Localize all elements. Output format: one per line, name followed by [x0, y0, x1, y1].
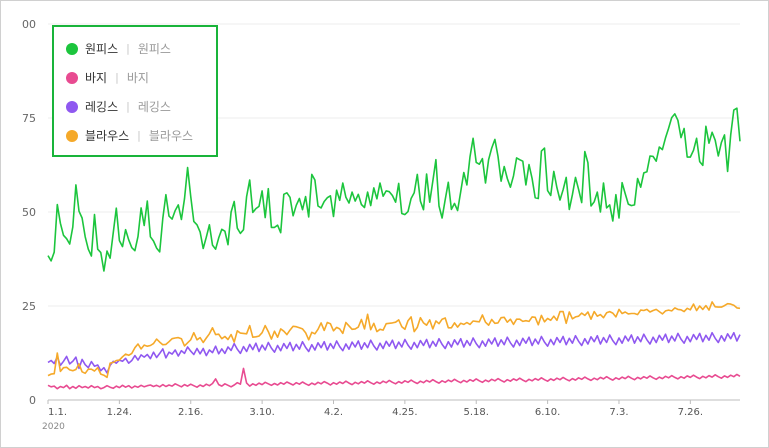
legend-item-blouse[interactable]: 블라우스 | 블라우스	[66, 121, 216, 150]
y-axis: 00 75 50 25 0	[22, 18, 36, 407]
series-lines	[47, 107, 741, 390]
legend: 원피스 | 원피스 바지 | 바지 레깅스 | 레깅스 블라우스 | 블라우스	[52, 25, 218, 157]
x-tick-label: 5.18.	[464, 407, 489, 418]
legend-label: 바지	[85, 71, 108, 85]
legend-label: 원피스	[85, 42, 119, 56]
series-color-dot	[66, 100, 78, 113]
legend-sublabel: 블라우스	[148, 129, 194, 143]
legend-sublabel: 원피스	[137, 42, 171, 56]
x-tick-label: 3.10.	[249, 407, 274, 418]
x-tick-label: 7.26.	[678, 407, 703, 418]
series-line-3	[47, 301, 741, 379]
legend-separator: |	[115, 71, 119, 84]
x-tick-label: 2.16.	[178, 407, 203, 418]
series-color-dot	[66, 71, 78, 84]
legend-separator: |	[126, 100, 130, 113]
legend-separator: |	[137, 129, 141, 142]
series-color-dot	[66, 129, 78, 142]
x-tick-label: 1.1.	[48, 407, 67, 418]
legend-label: 레깅스	[85, 100, 119, 114]
x-tick-label: 6.10.	[535, 407, 560, 418]
y-tick-label: 0	[29, 394, 36, 407]
y-tick-label: 25	[22, 300, 36, 313]
y-tick-label: 00	[22, 18, 36, 31]
series-line-1	[47, 367, 741, 390]
series-line-0	[47, 107, 741, 272]
legend-sublabel: 바지	[126, 71, 149, 85]
legend-item-pants[interactable]: 바지 | 바지	[66, 63, 216, 92]
y-tick-label: 75	[22, 112, 36, 125]
x-axis: 1.1. 1.24. 2.16. 3.10. 4.2. 4.25. 5.18. 6.10. 7.…	[42, 400, 703, 432]
x-tick-label: 4.25.	[392, 407, 417, 418]
series-color-dot	[66, 42, 78, 55]
legend-label: 블라우스	[85, 129, 130, 143]
x-year-label: 2020	[42, 422, 65, 432]
series-line-2	[47, 331, 741, 374]
x-tick-label: 1.24.	[107, 407, 132, 418]
legend-separator: |	[126, 42, 130, 55]
legend-sublabel: 레깅스	[137, 100, 171, 114]
y-tick-label: 50	[22, 206, 36, 219]
legend-item-leggings[interactable]: 레깅스 | 레깅스	[66, 92, 216, 121]
legend-item-onepiece[interactable]: 원피스 | 원피스	[66, 34, 216, 63]
x-tick-label: 7.3.	[609, 407, 628, 418]
x-tick-label: 4.2.	[324, 407, 343, 418]
